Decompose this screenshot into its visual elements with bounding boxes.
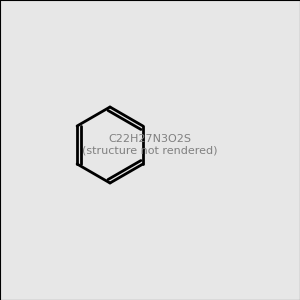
Text: C22H27N3O2S
(structure not rendered): C22H27N3O2S (structure not rendered) xyxy=(82,134,218,156)
